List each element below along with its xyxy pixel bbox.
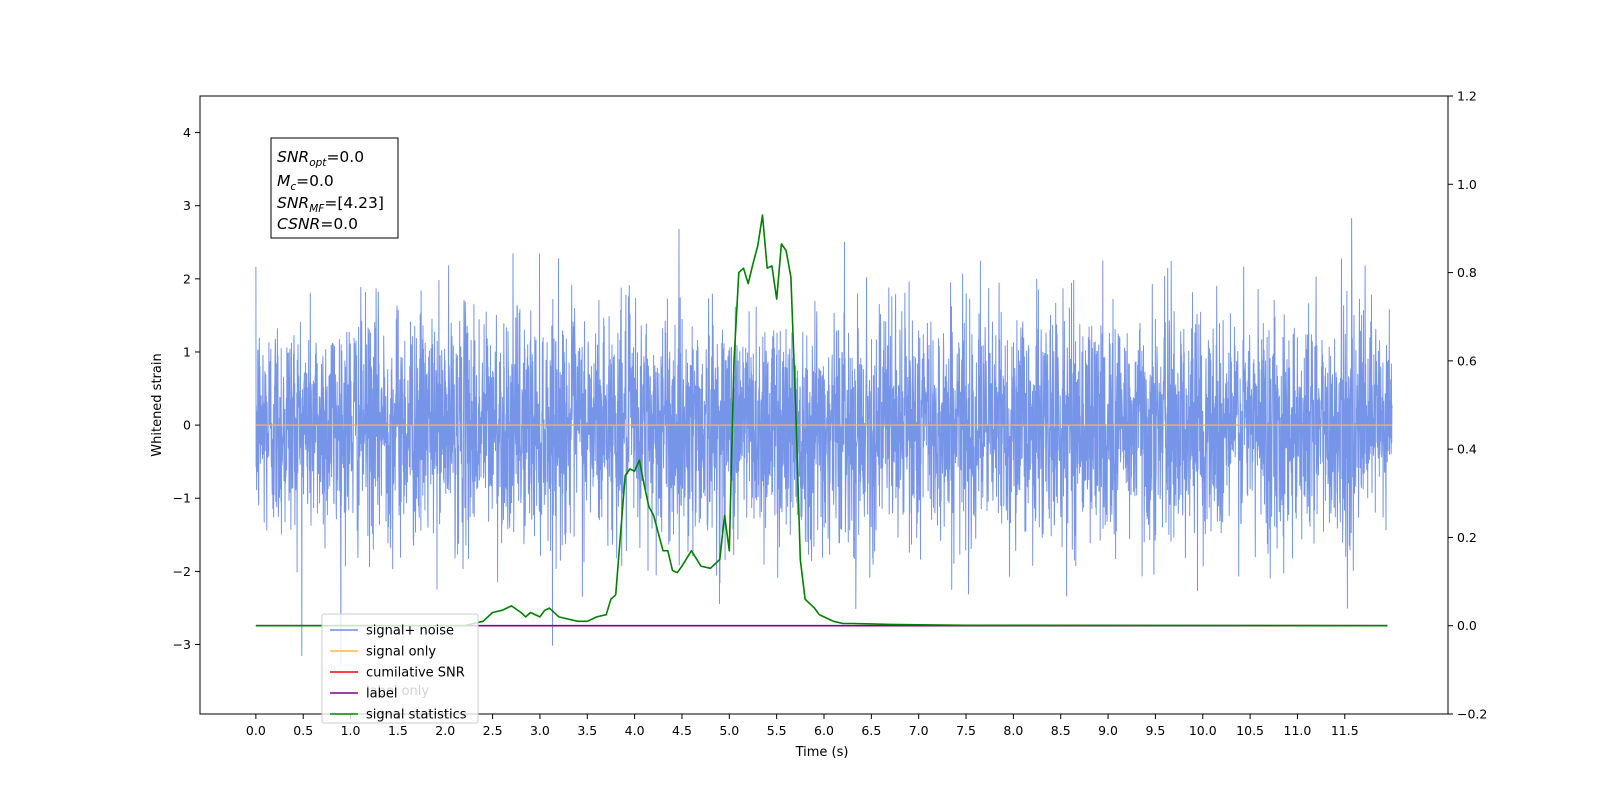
series-signal-statistics [255, 214, 1388, 627]
legend-label: signal only [366, 645, 436, 660]
x-tick-label: 8.0 [1003, 723, 1023, 738]
y-left-tick-label: −2 [173, 564, 191, 579]
y-axis-left: 4 3 2 1 0 −1 −2 −3 [173, 125, 200, 652]
x-tick-label: 8.5 [1051, 723, 1071, 738]
info-box: SNRopt=0.0 Mc=0.0 SNRMF=[4.23] CSNR=0.0 [270, 137, 399, 239]
y-left-tick-label: 0 [183, 418, 191, 433]
x-tick-label: 1.0 [341, 723, 361, 738]
x-tick-label: 9.0 [1098, 723, 1118, 738]
x-tick-label: 1.5 [388, 723, 408, 738]
y-axis-right: 1.2 1.0 0.8 0.6 0.4 0.2 0.0 −0.2 [1448, 89, 1487, 722]
x-tick-label: 6.0 [814, 723, 834, 738]
x-tick-label: 0.0 [246, 723, 266, 738]
snr-opt-text: SNRopt=0.0 [277, 148, 364, 169]
legend-frame [321, 613, 479, 724]
x-tick-label: 6.5 [861, 723, 881, 738]
y-axis-label: Whitened strain [150, 353, 165, 456]
y-right-tick-label: 0.6 [1457, 353, 1477, 368]
x-tick-label: 7.5 [956, 723, 976, 738]
y-right-tick-label: −0.2 [1457, 707, 1487, 722]
series-signal-noise [255, 218, 1393, 665]
x-tick-label: 4.5 [672, 723, 692, 738]
y-right-tick-label: 0.2 [1457, 530, 1477, 545]
x-tick-label: 3.5 [577, 723, 597, 738]
legend: signal+ noise signal only cumilative SNR la… [321, 613, 479, 724]
y-right-tick-label: 1.0 [1457, 177, 1477, 192]
x-tick-label: 11.5 [1331, 723, 1359, 738]
x-tick-label: 10.5 [1236, 723, 1264, 738]
y-left-tick-label: 4 [183, 125, 191, 140]
x-tick-label: 5.0 [719, 723, 739, 738]
x-tick-label: 2.5 [483, 723, 503, 738]
x-tick-label: 0.5 [293, 723, 313, 738]
legend-hidden-text: label only [366, 684, 429, 699]
mc-text: Mc=0.0 [277, 172, 334, 193]
x-axis-label: Time (s) [795, 745, 849, 760]
legend-label: signal+ noise [366, 624, 454, 639]
legend-label: label [366, 687, 397, 702]
y-left-tick-label: 3 [183, 198, 191, 213]
x-tick-label: 9.5 [1145, 723, 1165, 738]
y-right-tick-label: 1.2 [1457, 89, 1477, 104]
x-axis: 0.0 0.5 1.0 1.5 2.0 2.5 3.0 3.5 4.0 4.5 5.0 5.5 6.0 6… [246, 714, 1359, 738]
y-left-tick-label: 1 [183, 344, 191, 359]
y-right-tick-label: 0.8 [1457, 265, 1477, 280]
y-right-tick-label: 0.0 [1457, 618, 1477, 633]
x-tick-label: 3.0 [530, 723, 550, 738]
y-left-tick-label: −1 [173, 491, 191, 506]
csnr-text: CSNR=0.0 [277, 215, 358, 233]
x-tick-label: 10.0 [1189, 723, 1217, 738]
legend-label: signal statistics [366, 708, 467, 723]
x-tick-label: 5.5 [767, 723, 787, 738]
info-box-frame [270, 137, 399, 239]
y-left-tick-label: −3 [173, 637, 191, 652]
x-tick-label: 4.0 [625, 723, 645, 738]
x-tick-label: 11.0 [1284, 723, 1312, 738]
x-tick-label: 2.0 [435, 723, 455, 738]
y-right-tick-label: 0.4 [1457, 442, 1477, 457]
snr-mf-text: SNRMF=[4.23] [277, 194, 384, 215]
x-tick-label: 7.0 [909, 723, 929, 738]
legend-label: cumilative SNR [366, 666, 465, 681]
y-left-tick-label: 2 [183, 271, 191, 286]
